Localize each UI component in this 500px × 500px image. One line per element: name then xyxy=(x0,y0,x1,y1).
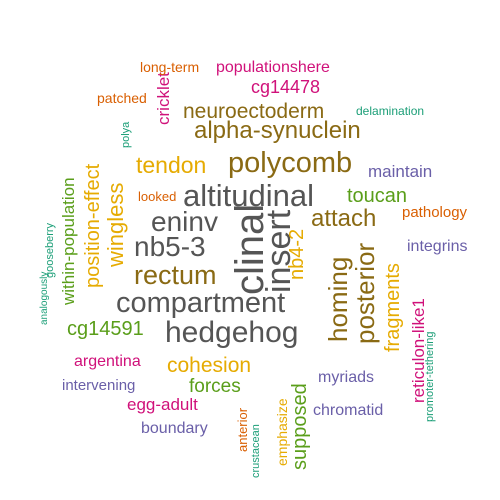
cloud-word: within-population xyxy=(59,177,78,305)
cloud-word: hedgehog xyxy=(165,316,299,349)
cloud-word: cohesion xyxy=(167,354,252,377)
cloud-word: integrins xyxy=(407,238,468,255)
cloud-word: egg-adult xyxy=(127,395,198,414)
cloud-word: argentina xyxy=(74,353,141,370)
cloud-word: forces xyxy=(189,376,241,397)
cloud-word: cg14478 xyxy=(251,77,321,97)
cloud-word: nb4-2 xyxy=(286,228,308,280)
cloud-word: long-term xyxy=(140,59,200,75)
cloud-word: promoter-tethering xyxy=(424,331,436,423)
cloud-word: chromatid xyxy=(313,402,384,419)
cloud-word: patched xyxy=(97,90,147,106)
cloud-word: nb5-3 xyxy=(134,231,206,262)
cloud-word: supposed xyxy=(289,383,311,470)
cloud-word: homing xyxy=(323,256,353,342)
cloud-word: populationshere xyxy=(216,59,330,76)
cloud-word: polycomb xyxy=(228,147,353,179)
cloud-word: cg14591 xyxy=(67,318,144,340)
cloud-word: myriads xyxy=(318,369,375,386)
cloud-word: cricklet xyxy=(154,72,173,125)
cloud-word: emphasize xyxy=(274,398,290,466)
cloud-word: altitudinal xyxy=(183,178,314,213)
cloud-word: fragments xyxy=(382,263,404,352)
cloud-word: boundary xyxy=(141,420,208,437)
cloud-word: maintain xyxy=(368,162,433,181)
cloud-word: anterior xyxy=(235,407,250,452)
cloud-word: alpha-synuclein xyxy=(194,117,361,144)
cloud-word: delamination xyxy=(356,104,425,118)
cloud-word: pathology xyxy=(402,204,468,221)
cloud-word: looked xyxy=(138,189,177,204)
cloud-word: gooseberry xyxy=(44,222,56,278)
cloud-word: attach xyxy=(311,205,377,232)
cloud-word: wingless xyxy=(103,182,128,267)
cloud-word: crustacean xyxy=(250,424,262,478)
cloud-word: polya xyxy=(120,121,132,148)
cloud-word: tendon xyxy=(136,152,207,178)
cloud-word: eninv xyxy=(151,206,218,237)
cloud-word: intervening xyxy=(62,377,136,394)
cloud-word: rectum xyxy=(134,260,217,290)
cloud-word: analogously xyxy=(39,271,50,325)
cloud-word: position-effect xyxy=(82,163,104,288)
cloud-word: compartment xyxy=(116,287,286,319)
cloud-word: posterior xyxy=(350,242,380,344)
cloud-word: neuroectoderm xyxy=(183,100,325,123)
cloud-word: toucan xyxy=(347,185,408,207)
